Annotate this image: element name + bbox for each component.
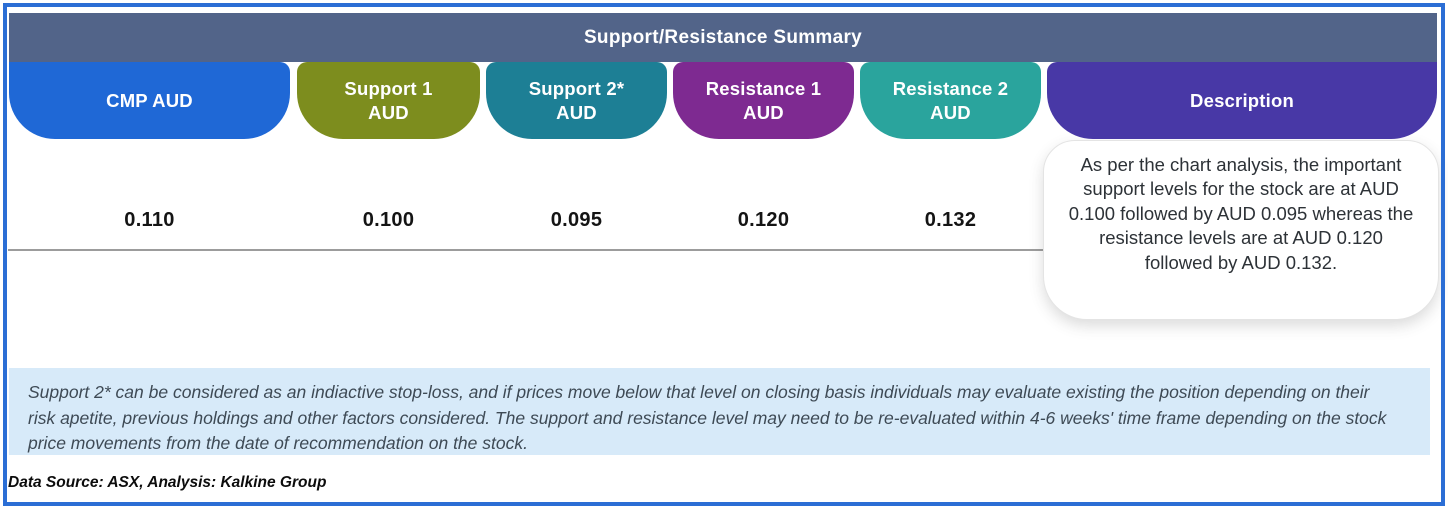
cell-resistance-2-value: 0.132 (924, 208, 977, 231)
table-title: Support/Resistance Summary (583, 26, 863, 48)
column-header-label: Resistance 1 AUD (705, 78, 822, 123)
column-header-label: Support 2* AUD (528, 78, 625, 123)
column-header-resistance-1-aud: Resistance 1 AUD (673, 62, 854, 139)
column-header-label: Description (1190, 89, 1294, 111)
description-text: As per the chart analysis, the important… (1068, 154, 1414, 273)
description-card: As per the chart analysis, the important… (1043, 140, 1439, 320)
cell-cmp-value: 0.110 (124, 208, 175, 231)
cell-support-2-value: 0.095 (550, 208, 603, 231)
column-header-label: CMP AUD (106, 89, 193, 111)
column-header-support-1-aud: Support 1 AUD (297, 62, 480, 139)
column-header-label: Resistance 2 AUD (892, 78, 1009, 123)
column-header-resistance-2-aud: Resistance 2 AUD (860, 62, 1041, 139)
column-header-cmp-aud: CMP AUD (9, 62, 290, 139)
stop-loss-note-block: Support 2* can be considered as an india… (9, 368, 1430, 455)
data-source-caption: Data Source: ASX, Analysis: Kalkine Grou… (8, 474, 327, 491)
cell-resistance-1-value: 0.120 (737, 208, 790, 231)
stop-loss-note-text: Support 2* can be considered as an india… (28, 382, 1387, 454)
cell-support-1-value: 0.100 (362, 208, 415, 231)
column-header-description: Description (1047, 62, 1437, 139)
column-header-label: Support 1 AUD (344, 78, 433, 123)
column-header-support-2-aud: Support 2* AUD (486, 62, 667, 139)
row-divider-line (8, 249, 1043, 251)
table-title-bar: Support/Resistance Summary (9, 13, 1437, 62)
